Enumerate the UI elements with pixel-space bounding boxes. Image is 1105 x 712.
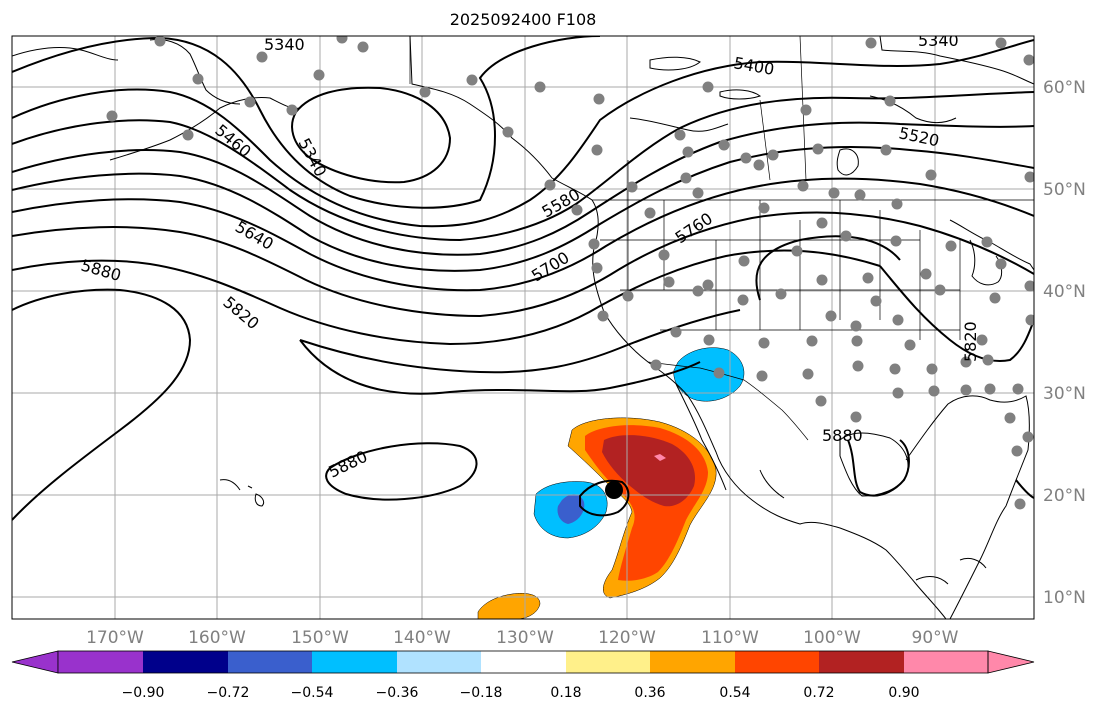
- colorbar-tick-label: 0.18: [550, 685, 581, 701]
- colorbar-tick-label: −0.18: [460, 685, 503, 701]
- colorbar-tick-label: −0.72: [207, 685, 250, 701]
- colorbar-tick-label: 0.36: [634, 685, 665, 701]
- longitude-labels: 170°W 160°W 150°W 140°W 130°W 120°W 110°…: [86, 628, 959, 648]
- colorbar-tick-label: −0.36: [376, 685, 419, 701]
- storm-ring: [579, 479, 630, 517]
- latitude-labels: 60°N 50°N 40°N 30°N 20°N 10°N: [1043, 78, 1086, 608]
- colorbar: −0.90 −0.72 −0.54 −0.36 −0.18 0.18 0.36 …: [11, 650, 1035, 701]
- contour-label: 5820: [961, 321, 980, 362]
- lon-label: 110°W: [701, 628, 759, 648]
- colorbar-segment: [566, 651, 650, 673]
- lat-label: 50°N: [1043, 180, 1086, 200]
- lon-label: 160°W: [188, 628, 246, 648]
- lat-label: 40°N: [1043, 282, 1086, 302]
- positive-anomaly-max: [602, 435, 696, 507]
- lat-label: 10°N: [1043, 588, 1086, 608]
- colorbar-segment: [143, 651, 228, 673]
- lon-label: 130°W: [496, 628, 554, 648]
- colorbar-segment: [735, 651, 819, 673]
- colorbar-tick-label: 0.90: [888, 685, 919, 701]
- colorbar-segment: [650, 651, 735, 673]
- storm-center-marker: [605, 481, 623, 499]
- colorbar-segment: [228, 651, 312, 673]
- colorbar-segment: [397, 651, 481, 673]
- colorbar-ticks: −0.90 −0.72 −0.54 −0.36 −0.18 0.18 0.36 …: [122, 685, 920, 701]
- map-frame: [11, 35, 1035, 620]
- colorbar-tick-label: −0.54: [291, 685, 334, 701]
- height-contours: [12, 36, 1034, 521]
- lat-label: 20°N: [1043, 486, 1086, 506]
- contour-label: 5340: [918, 31, 959, 50]
- lat-label: 60°N: [1043, 78, 1086, 98]
- colorbar-tick-label: 0.54: [719, 685, 750, 701]
- graticule: [12, 36, 1034, 619]
- lon-label: 150°W: [291, 628, 349, 648]
- station-dots: [106, 36, 1034, 510]
- colorbar-tick-label: 0.72: [803, 685, 834, 701]
- contour-label: 5880: [822, 426, 863, 445]
- anomaly-pink-spot: [654, 454, 666, 461]
- lon-label: 120°W: [598, 628, 656, 648]
- colorbar-segment: [481, 651, 566, 673]
- lat-label: 30°N: [1043, 384, 1086, 404]
- colorbar-extend-high: [987, 650, 1035, 674]
- anomaly-shading: [477, 347, 745, 619]
- colorbar-tick-label: −0.90: [122, 685, 165, 701]
- contour-label: 5340: [264, 35, 305, 54]
- colorbar-segment: [58, 651, 143, 673]
- negative-anomaly-southwest: [673, 347, 745, 402]
- colorbar-segment: [904, 651, 988, 673]
- lon-label: 90°W: [912, 628, 959, 648]
- negative-anomaly-west-core: [557, 494, 585, 524]
- colorbar-segment: [819, 651, 904, 673]
- map-title: 2025092400 F108: [449, 10, 597, 29]
- contour-5340-low: [291, 86, 452, 184]
- lon-label: 170°W: [86, 628, 144, 648]
- lon-label: 140°W: [393, 628, 451, 648]
- colorbar-extend-low: [11, 650, 59, 674]
- lon-label: 100°W: [803, 628, 861, 648]
- colorbar-segment: [312, 651, 397, 673]
